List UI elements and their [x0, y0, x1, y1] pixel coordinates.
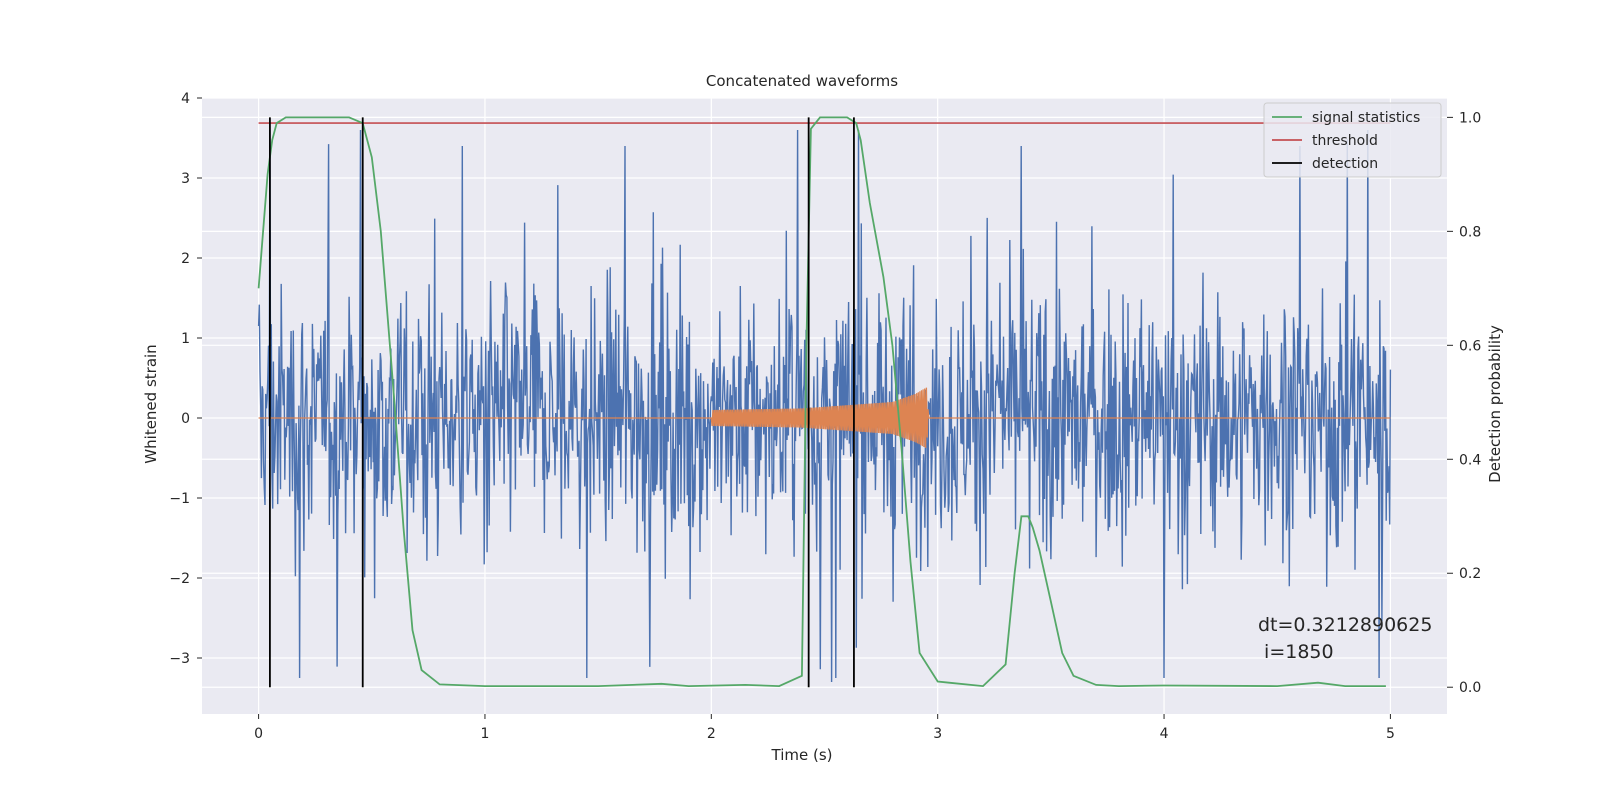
x-tick-label: 3 — [933, 726, 942, 742]
y-tick-label: −3 — [169, 651, 190, 667]
injected-signal-line — [258, 387, 1391, 448]
annotation-line: i=1850 — [1258, 641, 1334, 663]
legend-label: signal statistics — [1312, 110, 1420, 126]
y2-tick-label: 0.0 — [1459, 680, 1481, 696]
strain-line — [257, 129, 1392, 683]
y-tick-label: 4 — [181, 91, 190, 107]
data-layer — [257, 116, 1392, 688]
y2-tick-label: 0.4 — [1459, 452, 1481, 468]
y2-axis-label: Detection probability — [1486, 325, 1504, 483]
x-tick-label: 0 — [254, 726, 263, 742]
y2-tick-label: 0.6 — [1459, 338, 1481, 354]
x-tick-label: 1 — [480, 726, 489, 742]
y-tick-label: 1 — [181, 331, 190, 347]
legend-label: threshold — [1312, 133, 1378, 149]
y2-tick-label: 0.8 — [1459, 224, 1481, 240]
annotation-line: dt=0.3212890625 — [1258, 614, 1432, 636]
legend: signal statistics threshold detection — [1263, 102, 1442, 178]
x-tick-label: 2 — [707, 726, 716, 742]
y-tick-label: 0 — [181, 411, 190, 427]
y-tick-label: −2 — [169, 571, 190, 587]
annotation-text: dt=0.3212890625 i=1850 — [1258, 614, 1432, 663]
y-tick-label: −1 — [169, 491, 190, 507]
y-tick-label: 2 — [181, 251, 190, 267]
x-tick-label: 5 — [1386, 726, 1395, 742]
y2-tick-label: 0.2 — [1459, 566, 1481, 582]
y-axis-label: Whitened strain — [142, 344, 160, 463]
legend-box — [1263, 102, 1442, 178]
axes: 0 1 2 3 4 5 −3 −2 −1 0 1 2 3 4 0.0 0.2 0.4 0.6 0.8 1.0 — [169, 91, 1481, 742]
y2-tick-label: 1.0 — [1459, 110, 1481, 126]
x-axis-label: Time (s) — [771, 746, 833, 764]
legend-label: detection — [1312, 156, 1378, 172]
x-tick-label: 4 — [1160, 726, 1169, 742]
y-tick-label: 3 — [181, 171, 190, 187]
chart-title: Concatenated waveforms — [706, 72, 898, 90]
signal-statistics-line — [257, 116, 1386, 688]
